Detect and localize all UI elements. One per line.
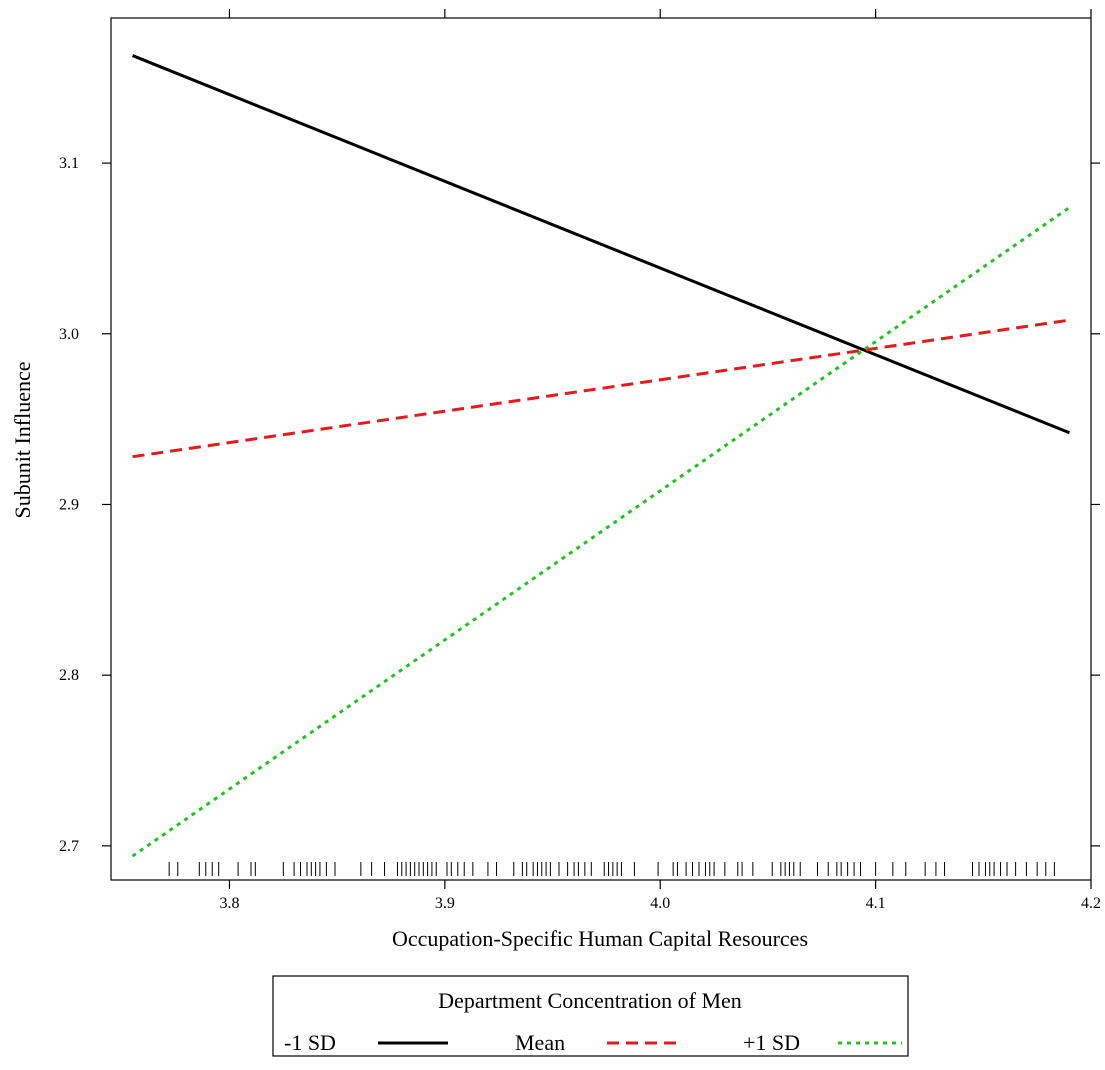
y-axis-ticks: 2.7 2.8 2.9 3.0 3.1 [59,155,1100,855]
legend-label-minus-1sd: -1 SD [284,1030,336,1055]
x-axis-ticks: 3.8 3.9 4.0 4.1 4.2 [219,9,1101,912]
y-tick-label-4: 3.1 [59,155,79,172]
x-tick-label-3: 4.1 [866,895,886,912]
plot-frame [110,17,1092,881]
legend: Department Concentration of Men -1 SD Me… [272,975,909,1057]
x-tick-label-1: 3.9 [435,895,455,912]
x-tick-label-0: 3.8 [219,895,239,912]
rug-marks [168,862,1055,876]
series-line-0 [131,54,1071,435]
x-axis-title: Occupation-Specific Human Capital Resour… [392,926,808,951]
legend-label-plus-1sd: +1 SD [743,1030,800,1055]
series-line-2 [131,206,1071,858]
series-lines [131,54,1071,858]
x-tick-label-2: 4.0 [650,895,670,912]
y-tick-label-1: 2.8 [59,667,79,684]
y-tick-label-0: 2.7 [59,838,79,855]
legend-label-mean: Mean [515,1030,565,1055]
legend-title: Department Concentration of Men [438,988,742,1013]
y-tick-label-2: 2.9 [59,496,79,513]
y-tick-label-3: 3.0 [59,326,79,343]
legend-box [272,975,909,1057]
y-axis-title: Subunit Influence [10,361,35,518]
x-tick-label-4: 4.2 [1081,895,1101,912]
series-line-1 [132,318,1070,459]
